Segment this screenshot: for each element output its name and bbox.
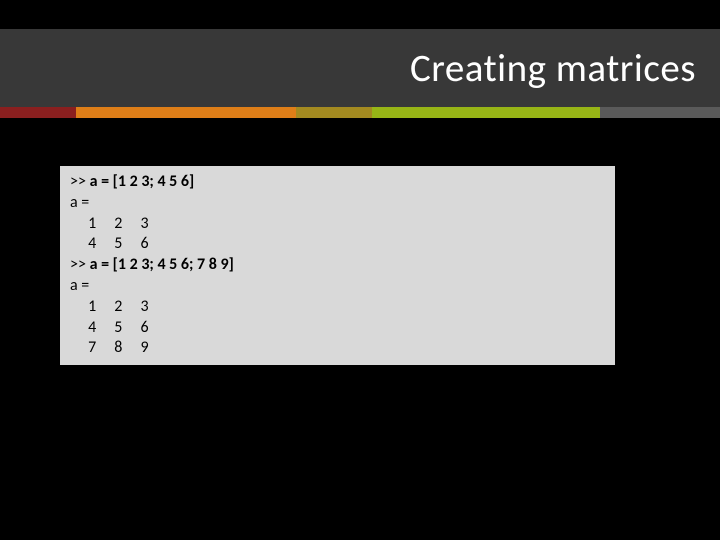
header-dark-band: Creating matrices	[0, 29, 720, 107]
slide-header: Creating matrices	[0, 0, 720, 118]
content-area: >> a = [1 2 3; 4 5 6] a = 1 2 3 4 5 6 >>…	[60, 166, 615, 365]
page-title: Creating matrices	[410, 45, 696, 92]
accent-segment-green	[372, 107, 600, 118]
accent-segment-gray	[600, 107, 720, 118]
accent-segment-orange	[76, 107, 296, 118]
code-block: >> a = [1 2 3; 4 5 6] a = 1 2 3 4 5 6 >>…	[60, 166, 615, 365]
accent-segment-red	[0, 107, 76, 118]
accent-bar	[0, 107, 720, 118]
accent-segment-gold	[296, 107, 372, 118]
header-top-bar	[0, 0, 720, 29]
